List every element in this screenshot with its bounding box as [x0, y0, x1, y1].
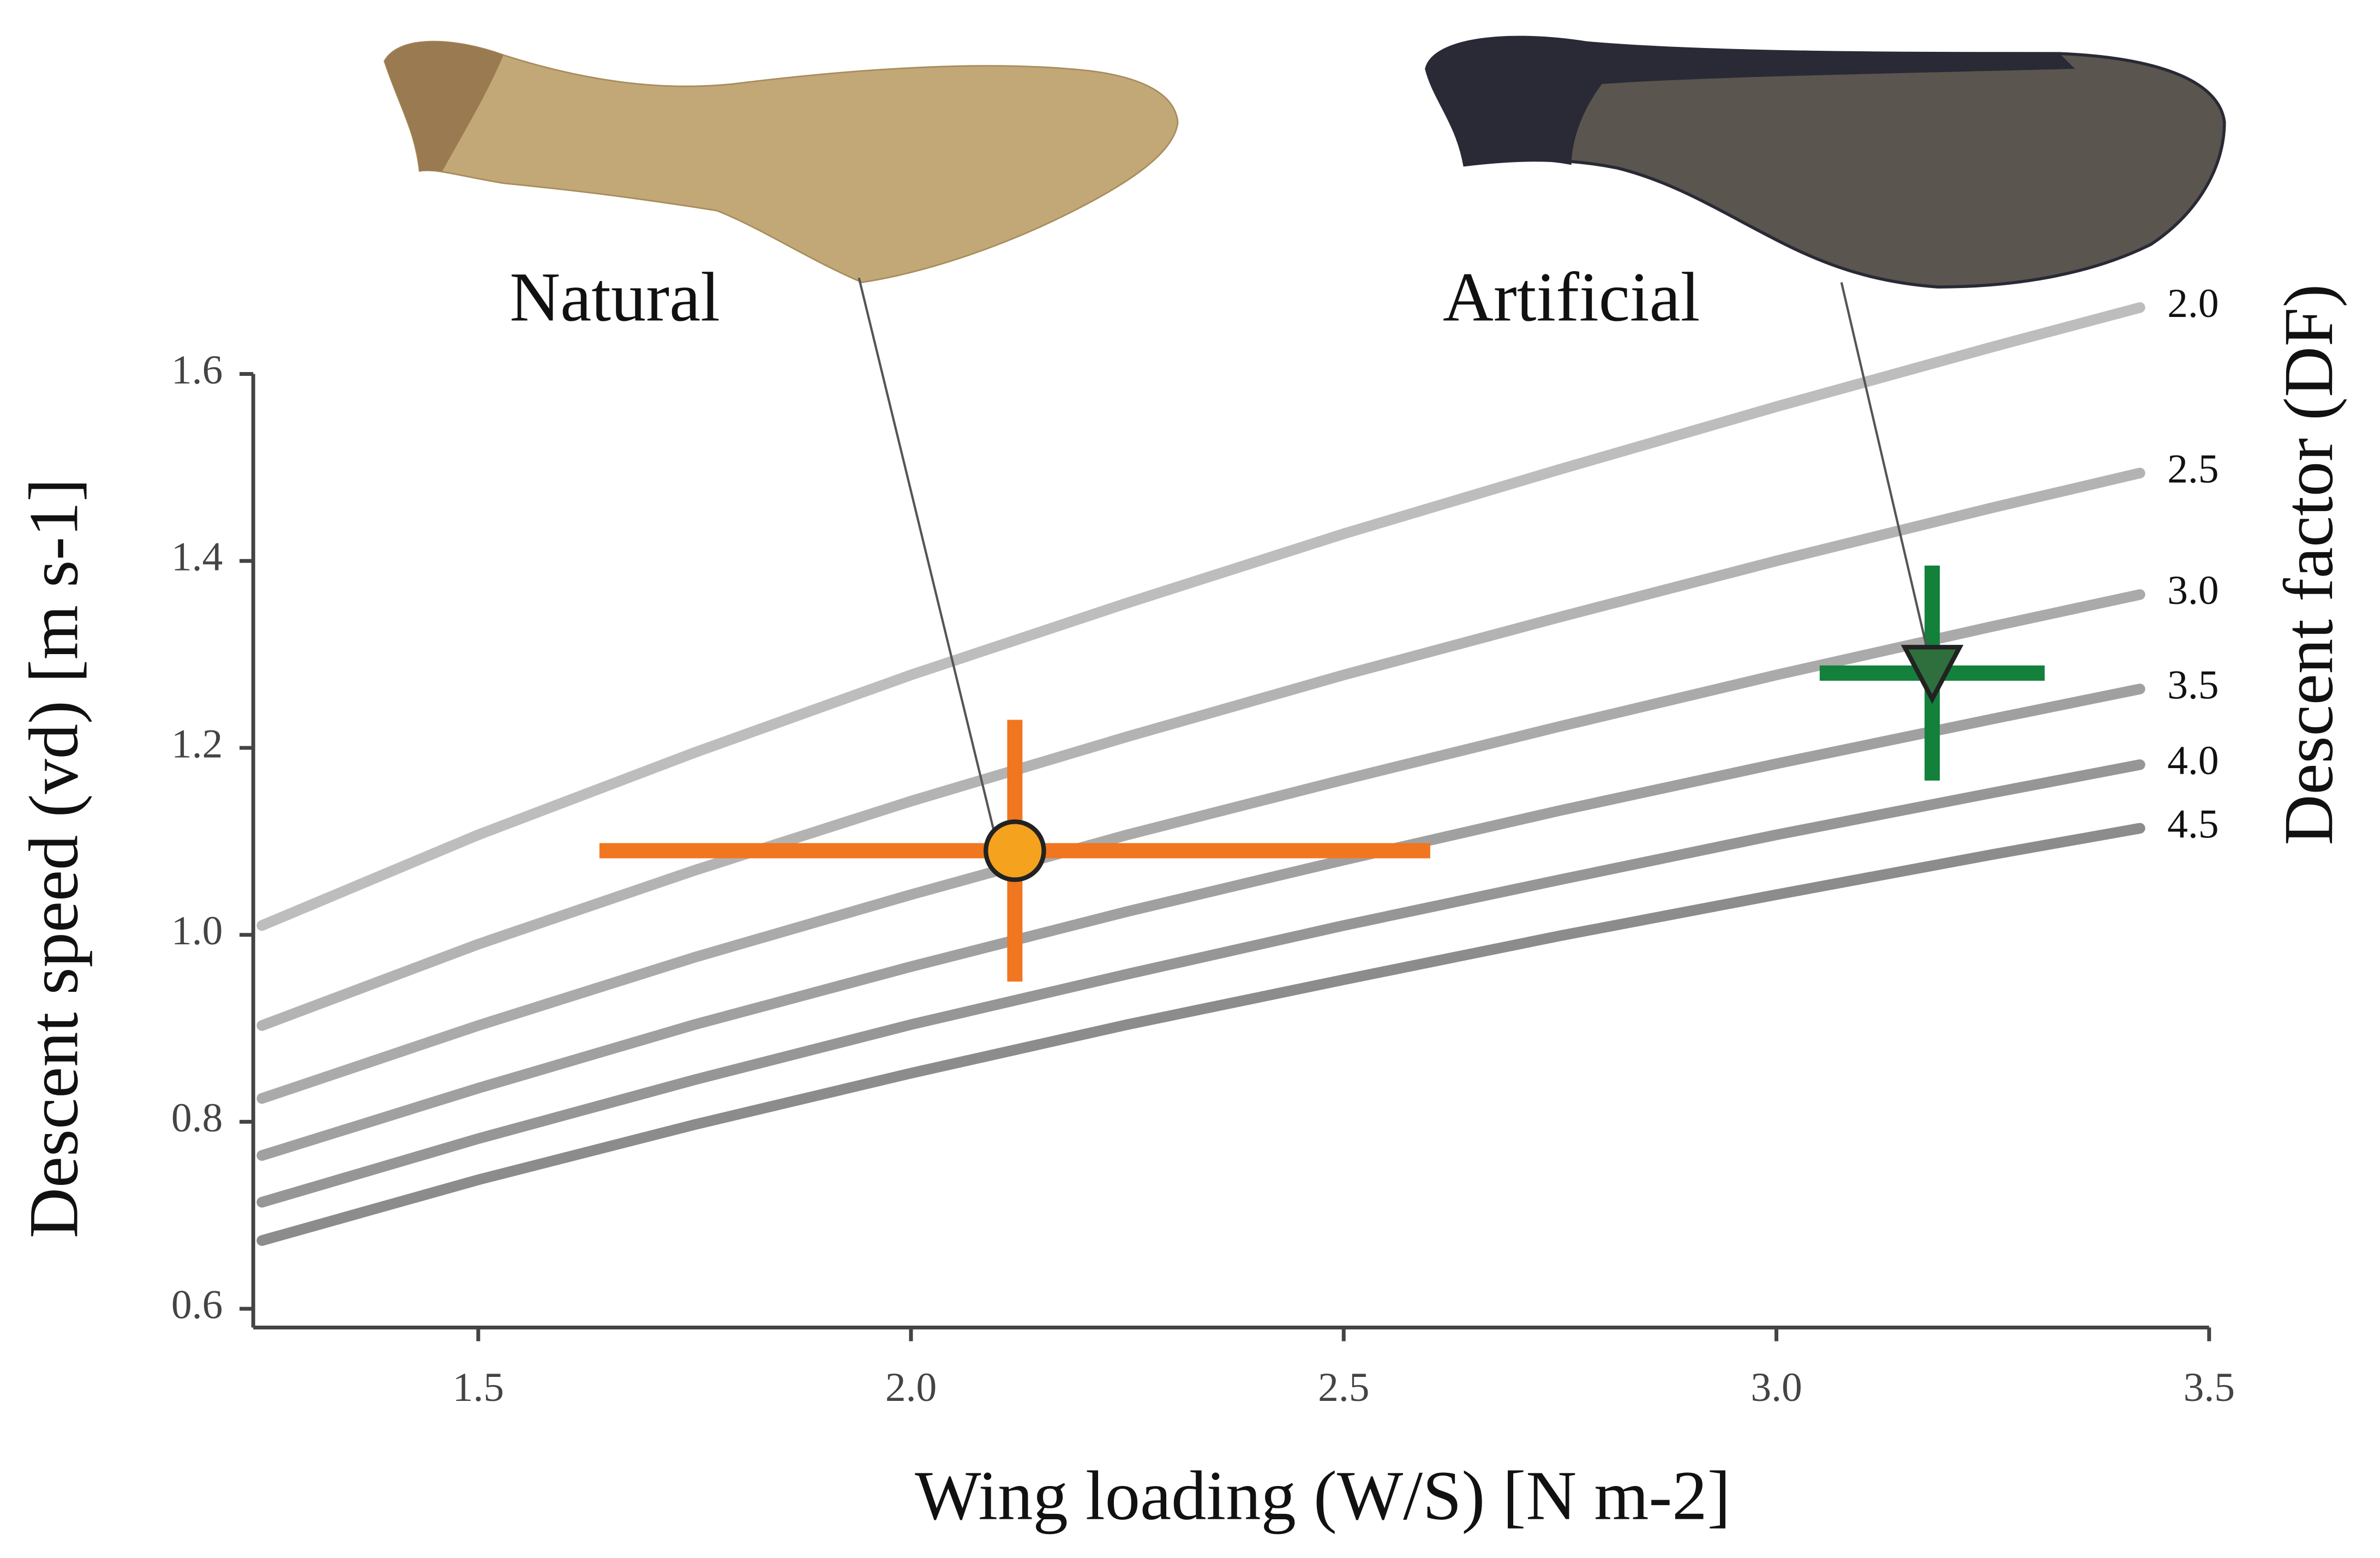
point-label: Artificial: [1443, 258, 1700, 336]
x-axis-label: Wing loading (W/S) [N m-2]: [915, 1457, 1730, 1535]
point-marker: [984, 819, 1046, 882]
series-label: 3.0: [2167, 568, 2219, 613]
x-tick-label: 2.5: [1318, 1365, 1369, 1410]
connector: [858, 277, 995, 830]
artificial-wing-frame: [1426, 37, 2075, 165]
wing-images: [383, 35, 2226, 289]
y-tick-label: 0.6: [171, 1283, 223, 1328]
x-tick-label: 2.0: [885, 1365, 937, 1410]
y-tick-label: 1.0: [171, 908, 223, 954]
connector: [1840, 282, 1931, 658]
natural-wing-base: [384, 41, 503, 171]
x-tick-label: 3.5: [2184, 1365, 2235, 1410]
series-label: 4.5: [2167, 802, 2219, 847]
x-tick-label: 1.5: [453, 1365, 504, 1410]
descent-factor-line: [256, 468, 2145, 1031]
point-marker: [1901, 645, 1964, 704]
descent-factor-line: [256, 589, 2145, 1104]
y-tick-label: 1.4: [171, 535, 223, 580]
point-label: Natural: [509, 258, 720, 336]
series-label: 2.0: [2167, 281, 2219, 326]
y-tick-label: 1.2: [171, 721, 223, 766]
descent-factor-line: [256, 759, 2145, 1208]
descent-factor-line: [256, 684, 2145, 1161]
y-tick-label: 0.8: [171, 1095, 223, 1141]
series-label: 3.5: [2167, 662, 2219, 708]
y-axis-label: Descent speed (vd) [m s-1]: [14, 478, 92, 1238]
natural-wing-image: [383, 40, 1179, 284]
artificial-wing-image: [1425, 35, 2226, 289]
series-label: 2.5: [2167, 446, 2219, 492]
descent-factor-line: [256, 302, 2145, 931]
y-tick-label: 1.6: [171, 347, 223, 393]
descent-factor-line: [256, 823, 2145, 1246]
y2-axis-label: Descent factor (DF): [2269, 284, 2347, 846]
x-tick-label: 3.0: [1750, 1365, 1802, 1410]
series-label: 4.0: [2167, 738, 2219, 783]
